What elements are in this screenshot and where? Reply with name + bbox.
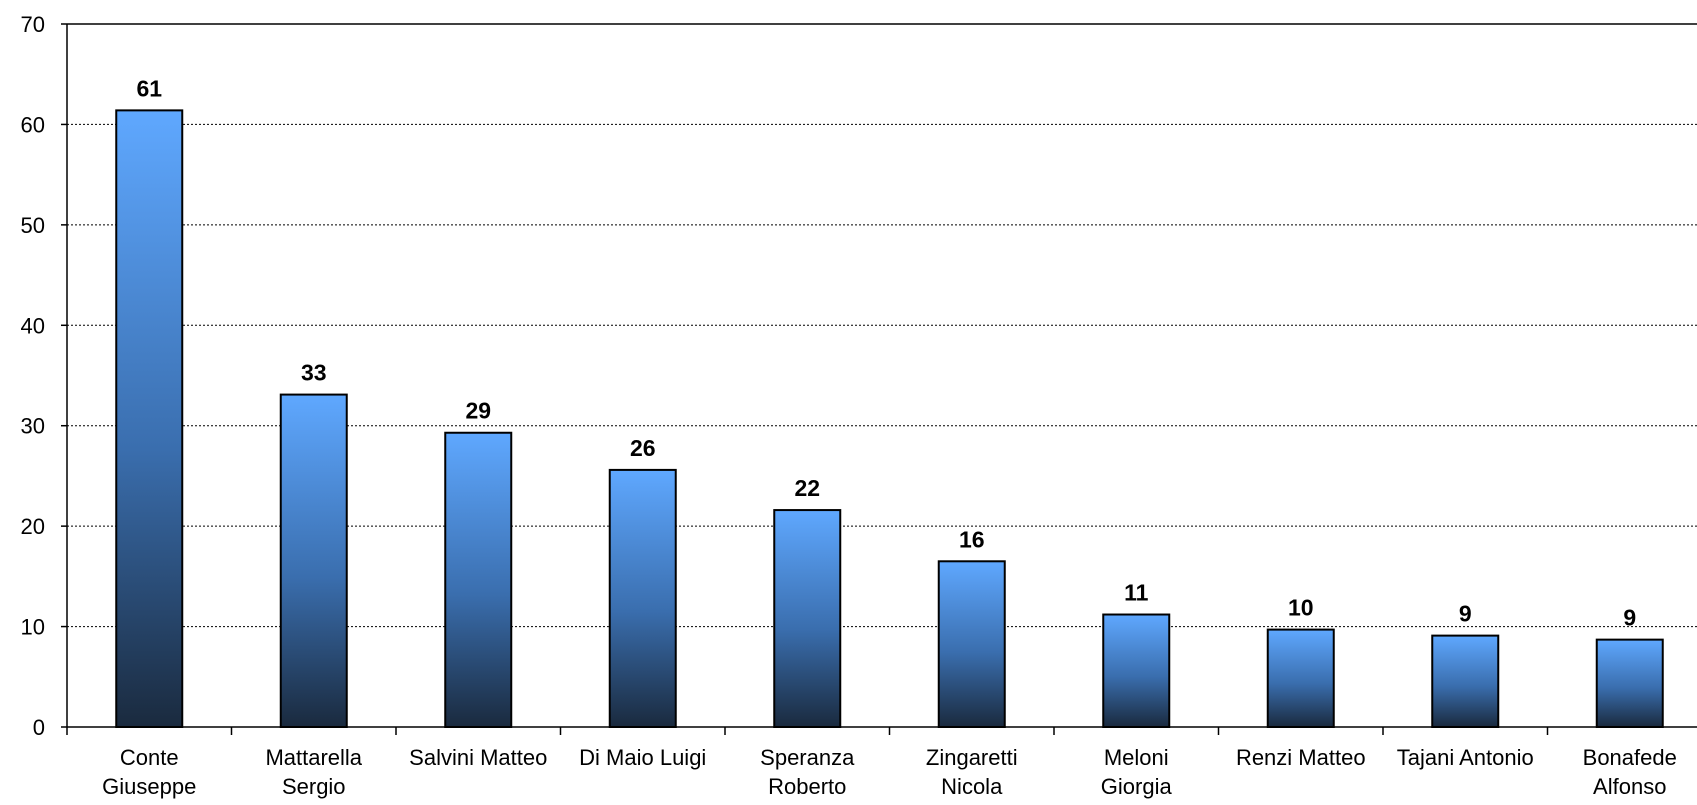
category-label: Meloni Giorgia xyxy=(1101,745,1173,799)
y-tick-label: 70 xyxy=(21,12,45,37)
data-label: 9 xyxy=(1459,601,1472,627)
data-label: 10 xyxy=(1288,595,1314,621)
labels: 0 10 20 30 40 50 60 70 61 Conte Giuseppe 33 Mattarel… xyxy=(21,12,1677,799)
category-label: Di Maio Luigi xyxy=(579,745,706,770)
category-label: Zingaretti Nicola xyxy=(926,745,1018,799)
category-label: Renzi Matteo xyxy=(1236,745,1366,770)
bar xyxy=(279,393,348,728)
category-label: Salvini Matteo xyxy=(409,745,547,770)
bar xyxy=(1102,613,1171,729)
category-label: Conte Giuseppe xyxy=(102,745,196,799)
data-label: 22 xyxy=(794,475,820,501)
bar xyxy=(608,468,677,728)
bar xyxy=(1595,638,1664,728)
data-label: 11 xyxy=(1124,580,1149,606)
category-label: Mattarella Sergio xyxy=(265,745,362,799)
bar xyxy=(1431,634,1500,728)
data-label: 33 xyxy=(301,360,327,386)
data-label: 26 xyxy=(630,435,656,461)
y-tick-label: 60 xyxy=(21,112,45,137)
bars xyxy=(115,109,1664,729)
data-label: 16 xyxy=(959,526,985,552)
y-tick-label: 40 xyxy=(21,313,45,338)
bar xyxy=(937,560,1006,728)
bar xyxy=(773,509,842,728)
category-label: Tajani Antonio xyxy=(1397,745,1534,770)
data-label: 61 xyxy=(136,75,162,101)
bar xyxy=(444,431,513,728)
bar xyxy=(1266,628,1335,728)
y-tick-label: 0 xyxy=(33,715,45,740)
y-tick-label: 20 xyxy=(21,514,45,539)
bar xyxy=(115,109,184,728)
y-tick-label: 10 xyxy=(21,615,45,640)
y-tick-label: 50 xyxy=(21,213,45,238)
category-label: Speranza Roberto xyxy=(760,745,855,799)
data-label: 29 xyxy=(465,398,491,424)
y-tick-label: 30 xyxy=(21,414,45,439)
data-label: 9 xyxy=(1623,605,1636,631)
category-label: Bonafede Alfonso xyxy=(1583,745,1677,799)
